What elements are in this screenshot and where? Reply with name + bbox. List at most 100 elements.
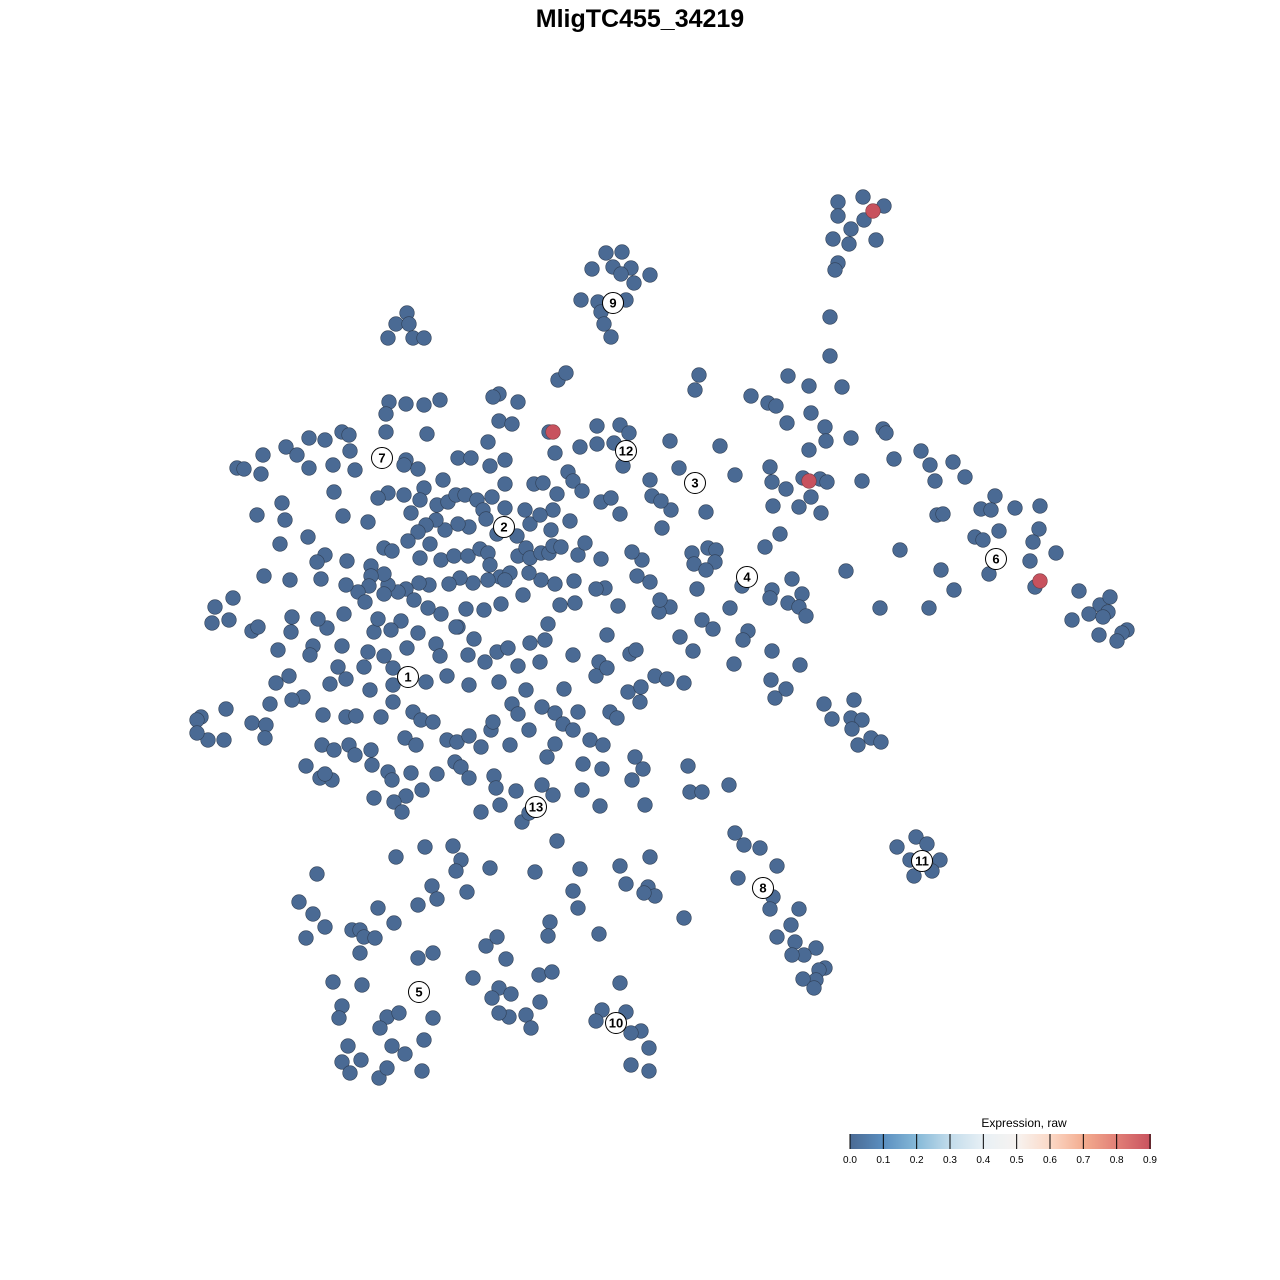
data-point [258,717,274,733]
expressing-data-point [865,203,881,219]
cluster-label-badge [985,548,1007,570]
cluster-label-text: 11 [915,854,929,869]
data-point [545,787,561,803]
data-point [691,367,707,383]
cluster-label-badge [602,292,624,314]
data-point [599,660,615,676]
data-point [772,526,788,542]
data-point [189,712,205,728]
data-point [342,443,358,459]
data-point [491,674,507,690]
data-point [872,600,888,616]
data-point [542,914,558,930]
data-point [336,606,352,622]
data-point [663,502,679,518]
data-point [694,784,710,800]
data-point [200,732,216,748]
data-point [461,770,477,786]
data-point [825,231,841,247]
legend-tick-label: 0.2 [910,1155,924,1166]
data-point [762,459,778,475]
data-point [446,548,462,564]
data-point [798,608,814,624]
data-point [534,699,550,715]
data-point [547,705,563,721]
data-point [376,566,392,582]
data-point [412,492,428,508]
data-point [743,388,759,404]
data-point [556,681,572,697]
data-point [552,597,568,613]
data-point [366,624,382,640]
data-point [270,642,286,658]
data-point [946,582,962,598]
data-point [588,581,604,597]
data-point [913,443,929,459]
data-point [465,575,481,591]
data-point [922,457,938,473]
data-point [521,565,537,581]
cluster-label-11: 11 [911,850,933,872]
data-point [595,737,611,753]
data-point [484,990,500,1006]
data-point [476,602,492,618]
data-point [594,761,610,777]
data-point [348,708,364,724]
data-point [642,472,658,488]
data-point [757,539,773,555]
data-point [1022,553,1038,569]
data-point [262,696,278,712]
data-point [712,438,728,454]
data-point [497,500,513,516]
data-point [577,535,593,551]
data-point [783,917,799,933]
data-point [334,638,350,654]
data-point [1071,583,1087,599]
cluster-label-text: 12 [619,444,633,459]
data-point [641,1063,657,1079]
data-point [302,647,318,663]
data-point [429,891,445,907]
data-point [566,573,582,589]
data-point [574,483,590,499]
data-point [491,1005,507,1021]
data-point [445,838,461,854]
data-point [523,1020,539,1036]
data-point [975,532,991,548]
data-point [463,450,479,466]
data-point [253,466,269,482]
data-point [1007,500,1023,516]
data-point [855,189,871,205]
data-point [628,642,644,658]
data-point [362,682,378,698]
cluster-label-badge [684,472,706,494]
chart-title: MligTC455_34219 [536,5,744,33]
data-point [278,439,294,455]
data-point [635,761,651,777]
data-point [575,756,591,772]
legend-tick-label: 0.1 [876,1155,890,1166]
data-point [388,316,404,332]
data-point [919,836,935,852]
data-point [817,419,833,435]
data-point [623,1057,639,1073]
cluster-label-badge [615,440,637,462]
data-point [680,758,696,774]
data-point [410,897,426,913]
data-point [493,596,509,612]
cluster-label-13: 13 [525,796,547,818]
data-point [599,627,615,643]
data-point [623,1025,639,1041]
data-point [353,1052,369,1068]
data-point [414,1063,430,1079]
data-point [482,860,498,876]
legend-tick-label: 0.9 [1143,1155,1157,1166]
data-point [221,612,237,628]
data-point [257,730,273,746]
data-point [574,782,590,798]
cluster-label-badge [736,566,758,588]
data-point [532,654,548,670]
data-point [408,737,424,753]
cluster-label-text: 9 [609,296,616,311]
data-point [1109,633,1125,649]
